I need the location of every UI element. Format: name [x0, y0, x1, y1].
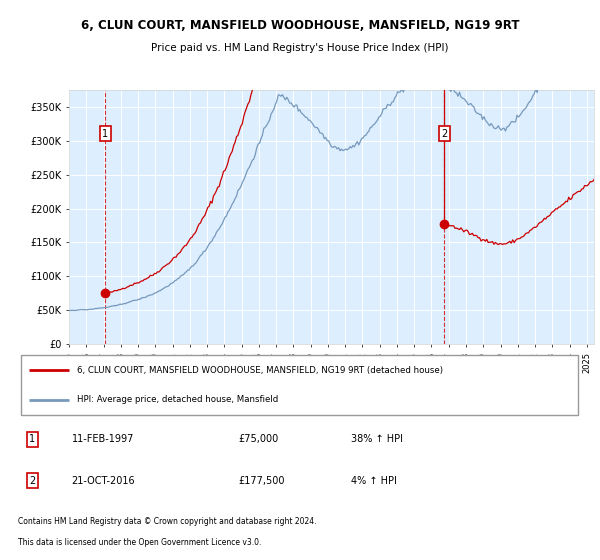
- Text: 2: 2: [29, 476, 35, 486]
- Text: 2: 2: [442, 129, 448, 139]
- Text: £75,000: £75,000: [238, 434, 278, 444]
- Text: 4% ↑ HPI: 4% ↑ HPI: [351, 476, 397, 486]
- Text: 1: 1: [102, 129, 108, 139]
- Text: Price paid vs. HM Land Registry's House Price Index (HPI): Price paid vs. HM Land Registry's House …: [151, 43, 449, 53]
- Text: Contains HM Land Registry data © Crown copyright and database right 2024.: Contains HM Land Registry data © Crown c…: [18, 517, 317, 526]
- FancyBboxPatch shape: [21, 356, 578, 414]
- Text: 11-FEB-1997: 11-FEB-1997: [71, 434, 134, 444]
- Text: 21-OCT-2016: 21-OCT-2016: [71, 476, 135, 486]
- Text: £177,500: £177,500: [238, 476, 284, 486]
- Text: HPI: Average price, detached house, Mansfield: HPI: Average price, detached house, Mans…: [77, 395, 278, 404]
- Text: This data is licensed under the Open Government Licence v3.0.: This data is licensed under the Open Gov…: [18, 538, 262, 547]
- Text: 38% ↑ HPI: 38% ↑ HPI: [351, 434, 403, 444]
- Text: 1: 1: [29, 434, 35, 444]
- Text: 6, CLUN COURT, MANSFIELD WOODHOUSE, MANSFIELD, NG19 9RT (detached house): 6, CLUN COURT, MANSFIELD WOODHOUSE, MANS…: [77, 366, 443, 375]
- Text: 6, CLUN COURT, MANSFIELD WOODHOUSE, MANSFIELD, NG19 9RT: 6, CLUN COURT, MANSFIELD WOODHOUSE, MANS…: [81, 18, 519, 32]
